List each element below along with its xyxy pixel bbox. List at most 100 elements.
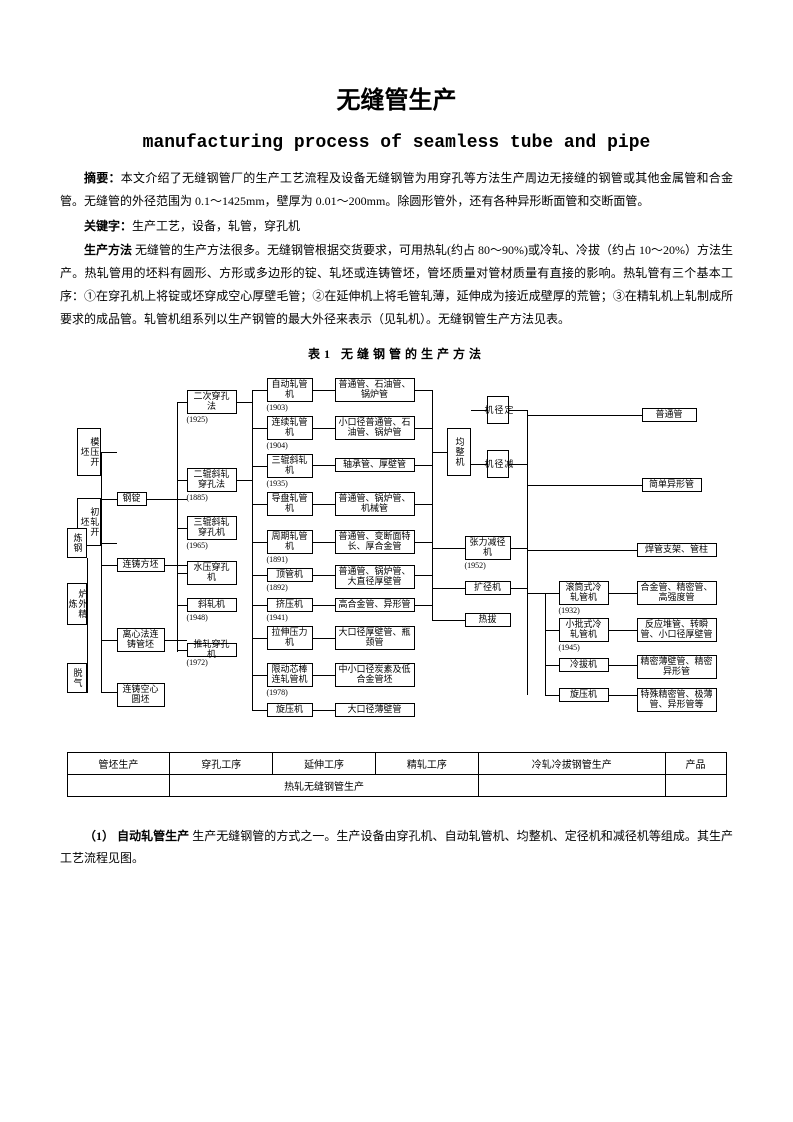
flow-node-n40: 扩径机 — [465, 581, 511, 595]
flow-node-n9: 连铸空心圆坯 — [117, 683, 165, 707]
flow-node-n42: 滚筒式冷轧管机 — [559, 581, 609, 605]
flow-node-n6: 钢锭 — [117, 492, 147, 506]
flow-node-n32: 高合金管、异形管 — [335, 598, 415, 612]
connector-line — [147, 499, 187, 500]
connector-line — [545, 593, 559, 594]
connector-line — [313, 605, 335, 606]
connector-line — [313, 542, 335, 543]
connector-line — [252, 710, 267, 711]
connector-line — [177, 605, 187, 606]
connector-line — [313, 390, 335, 391]
flow-node-n5: 脱气 — [67, 663, 87, 693]
connector-line — [313, 638, 335, 639]
footer-cell-empty1 — [67, 774, 170, 796]
keywords-text: 生产工艺，设备，轧管，穿孔机 — [132, 219, 300, 233]
connector-line — [101, 640, 117, 641]
connector-line — [415, 504, 432, 505]
flow-year-n18: (1935) — [267, 479, 288, 488]
flow-node-n17: 连续轧管机 — [267, 416, 313, 440]
flow-node-n52: 特殊精密管、极薄管、异形管等 — [637, 688, 717, 712]
diagram-area: 表1 无缝钢管的生产方法 模压开坯初轧开坯炼钢炉外精炼脱气钢锭连铸方坯离心法连铸… — [60, 345, 733, 797]
flow-node-n21: 顶管机 — [267, 568, 313, 582]
connector-line — [432, 620, 465, 621]
flow-node-n38: 减径机 — [487, 450, 509, 478]
connector-line — [252, 675, 267, 676]
flow-node-n47: 简单异形管 — [642, 478, 702, 492]
footer-cell-5: 产品 — [665, 752, 726, 774]
flow-node-n51: 精密薄壁管、精密异形管 — [637, 655, 717, 679]
connector-line — [237, 402, 252, 403]
flow-node-n39: 张力减径机 — [465, 536, 511, 560]
flow-node-n1: 模压开坯 — [77, 428, 101, 476]
connector-line — [415, 390, 432, 391]
flow-node-n14: 斜轧机 — [187, 598, 237, 612]
flow-year-n17: (1904) — [267, 441, 288, 450]
flow-year-n39: (1952) — [465, 561, 486, 570]
connector-line — [252, 575, 267, 576]
connector-line — [252, 504, 267, 505]
connector-line — [165, 565, 187, 566]
title-cn: 无缝管生产 — [60, 80, 733, 115]
connector-line — [252, 542, 267, 543]
method-text: 无缝管的生产方法很多。无缝钢管根据交货要求，可用热轧(约占 80～90%)或冷轧… — [60, 243, 733, 325]
connector-line — [177, 402, 187, 403]
footer-cell-empty2 — [478, 774, 665, 796]
flow-node-n15: 推轧穿孔机 — [187, 643, 237, 657]
connector-line — [432, 548, 465, 549]
flow-node-n45: 旋压机 — [559, 688, 609, 702]
connector-line — [252, 605, 267, 606]
method-label: 生产方法 — [84, 243, 132, 257]
connector-line — [252, 466, 267, 467]
connector-line — [527, 415, 642, 416]
connector-line — [101, 692, 117, 693]
flow-node-n44: 冷拔机 — [559, 658, 609, 672]
footer-cell-1: 穿孔工序 — [170, 752, 273, 774]
flow-node-n36: 均整机 — [447, 428, 471, 476]
flow-node-n46: 普通管 — [642, 408, 697, 422]
connector-line — [313, 504, 335, 505]
flow-year-n15: (1972) — [187, 658, 208, 667]
abstract-text: 本文介绍了无缝钢管厂的生产工艺流程及设备无缝钢管为用穿孔等方法生产周边无接缝的钢… — [60, 171, 733, 208]
connector-line — [101, 452, 117, 453]
diagram-title: 表1 无缝钢管的生产方法 — [60, 345, 733, 362]
connector-line — [545, 665, 559, 666]
connector-line — [87, 558, 88, 693]
flow-node-n3: 炼钢 — [67, 528, 87, 558]
flow-year-n14: (1948) — [187, 613, 208, 622]
footer-cell-4: 冷轧冷拔钢管生产 — [478, 752, 665, 774]
flow-year-n21: (1892) — [267, 583, 288, 592]
connector-line — [101, 565, 117, 566]
flow-year-n43: (1945) — [559, 643, 580, 652]
flow-node-n33: 大口径厚壁管、瓶颈管 — [335, 626, 415, 650]
flow-node-n7: 连铸方坯 — [117, 558, 165, 572]
flow-year-n24: (1978) — [267, 688, 288, 697]
connector-line — [177, 650, 187, 651]
flow-year-n20: (1891) — [267, 555, 288, 564]
flow-node-n11: 二辊斜轧穿孔法 — [187, 468, 237, 492]
flow-year-n10: (1925) — [187, 415, 208, 424]
flow-year-n22: (1941) — [267, 613, 288, 622]
flow-node-n13: 水压穿孔机 — [187, 561, 237, 585]
connector-line — [177, 573, 187, 574]
flow-node-n48: 焊管支架、管柱 — [637, 543, 717, 557]
flow-node-n37: 定径机 — [487, 396, 509, 424]
footer-table: 管坯生产穿孔工序延伸工序精轧工序冷轧冷拔钢管生产产品 热轧无缝钢管生产 — [67, 752, 727, 797]
connector-line — [527, 485, 642, 486]
connector-line — [415, 575, 432, 576]
connector-line — [177, 480, 187, 481]
connector-line — [432, 588, 465, 589]
flow-year-n12: (1965) — [187, 541, 208, 550]
connector-line — [313, 675, 335, 676]
connector-line — [177, 528, 187, 529]
connector-line — [415, 428, 432, 429]
connector-line — [237, 480, 252, 481]
keywords-label: 关键字： — [84, 219, 132, 233]
footer-cell-empty3 — [665, 774, 726, 796]
flow-node-n18: 三辊斜轧机 — [267, 454, 313, 478]
footer-cell-span: 热轧无缝钢管生产 — [170, 774, 478, 796]
footer-cell-2: 延伸工序 — [273, 752, 376, 774]
flow-node-n28: 轴承管、厚壁管 — [335, 458, 415, 472]
connector-line — [432, 452, 447, 453]
flow-node-n25: 旋压机 — [267, 703, 313, 717]
connector-line — [511, 548, 527, 549]
